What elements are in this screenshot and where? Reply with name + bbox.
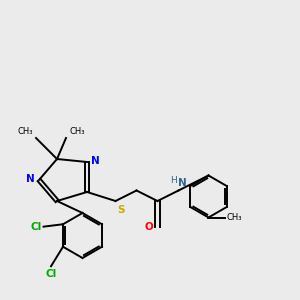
Text: N: N [26, 174, 34, 184]
Text: Cl: Cl [45, 269, 57, 279]
Text: CH₃: CH₃ [69, 128, 85, 136]
Text: O: O [144, 221, 153, 232]
Text: S: S [117, 205, 124, 214]
Text: H: H [170, 176, 177, 185]
Text: Cl: Cl [31, 222, 42, 232]
Text: CH₃: CH₃ [226, 213, 242, 222]
Text: N: N [92, 156, 100, 166]
Text: N: N [178, 178, 187, 188]
Text: CH₃: CH₃ [17, 128, 33, 136]
